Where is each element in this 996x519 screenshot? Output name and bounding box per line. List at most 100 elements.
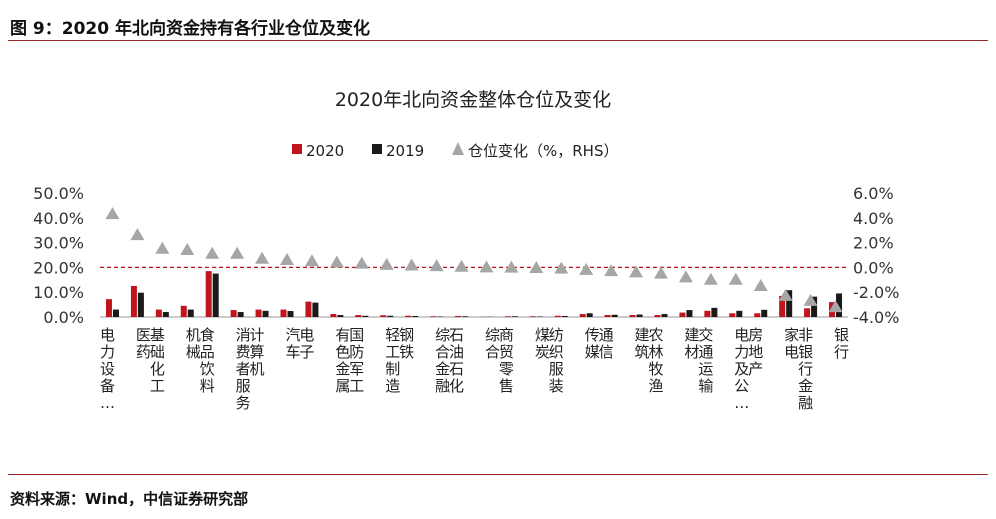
bar-2020 [105, 299, 112, 317]
bar-2019 [511, 316, 518, 317]
change-marker [205, 246, 220, 259]
bar-2019 [811, 296, 818, 317]
bar-2020 [330, 314, 337, 317]
category-label: 非银行金融 [798, 326, 813, 412]
change-marker [554, 261, 569, 274]
right-tick-label: 4.0% [853, 209, 894, 228]
bar-2020 [280, 309, 287, 317]
bar-2020 [729, 313, 736, 317]
bar-2020 [654, 315, 661, 317]
bar-2019 [711, 307, 718, 317]
change-marker [828, 300, 843, 313]
bar-2020 [504, 316, 511, 317]
left-tick-label: 40.0% [33, 209, 84, 228]
category-label: 电力及公… [734, 326, 749, 412]
bar-2020 [230, 310, 237, 317]
bar-2019 [761, 309, 768, 317]
left-tick-label: 50.0% [33, 184, 84, 203]
bar-2020 [130, 286, 137, 317]
legend-label-change: 仓位变化（%，RHS） [468, 142, 618, 160]
bar-2020 [629, 315, 636, 317]
bar-2020 [155, 309, 162, 317]
category-label: 纺织服装 [549, 326, 564, 395]
category-label: 石油石化 [449, 326, 464, 395]
bar-2020 [405, 315, 412, 317]
category-label: 建材 [684, 326, 699, 361]
category-label: 银行 [834, 326, 849, 361]
bar-2020 [554, 315, 561, 317]
category-label: 医药 [136, 326, 151, 361]
legend-label-2020: 2020 [306, 142, 344, 160]
category-label: 交通运输 [698, 326, 713, 395]
change-marker [180, 243, 195, 256]
change-marker [429, 259, 444, 272]
legend-swatch-2020 [292, 144, 302, 154]
bottom-rule [8, 474, 988, 475]
bar-2020 [305, 301, 312, 317]
change-marker [529, 261, 544, 274]
bar-2020 [180, 305, 187, 317]
bar-2019 [287, 311, 294, 317]
change-marker [230, 246, 245, 259]
category-label: 综合金融 [435, 326, 450, 395]
bar-2020 [679, 312, 686, 317]
left-tick-label: 20.0% [33, 258, 84, 277]
change-marker [354, 256, 369, 269]
change-marker [130, 228, 145, 241]
bar-2019 [387, 315, 394, 317]
category-label: 通信 [599, 326, 614, 361]
change-marker [105, 207, 120, 220]
bar-2020 [355, 315, 362, 317]
category-label: 建筑 [635, 326, 650, 361]
bar-2019 [212, 273, 219, 317]
legend-label-2019: 2019 [386, 142, 424, 160]
category-label: 有色金属 [335, 326, 350, 395]
bar-2019 [237, 312, 244, 317]
category-label: 煤炭 [535, 326, 550, 361]
bar-2019 [561, 316, 568, 317]
bar-2019 [586, 313, 593, 317]
top-rule [8, 40, 988, 41]
left-tick-label: 10.0% [33, 283, 84, 302]
figure-label: 图 9：2020 年北向资金持有各行业仓位及变化 [10, 19, 370, 39]
category-label: 农林牧渔 [648, 326, 663, 395]
bar-2019 [362, 315, 369, 317]
change-marker [629, 265, 644, 278]
bar-2020 [255, 309, 262, 317]
bar-2019 [611, 314, 618, 317]
category-label: 商贸零售 [499, 326, 514, 395]
category-label: 计算机 [250, 326, 265, 378]
change-marker [404, 258, 419, 271]
bar-2019 [636, 314, 643, 317]
bar-2019 [337, 315, 344, 317]
category-label: 轻工制造 [385, 326, 400, 395]
change-marker [280, 252, 294, 265]
left-tick-label: 0.0% [43, 308, 84, 327]
right-axis: 6.0% 4.0% 2.0% 0.0% -2.0% -4.0% [853, 184, 899, 327]
bar-2019 [661, 314, 668, 317]
change-marker [304, 254, 319, 267]
category-label: 房地产 [748, 326, 763, 378]
bar-2019 [686, 310, 693, 317]
bar-2020 [380, 315, 387, 317]
change-markers [105, 207, 843, 313]
change-marker [728, 272, 743, 285]
change-marker [329, 255, 344, 268]
change-marker [654, 266, 668, 279]
change-marker [379, 257, 394, 270]
category-label: 基础化工 [150, 326, 165, 395]
chart-title: 2020年北向资金整体仓位及变化 [335, 89, 611, 111]
bar-2019 [836, 293, 843, 317]
bar-2019 [187, 309, 194, 317]
bar-2019 [312, 302, 319, 317]
category-label: 综合 [485, 326, 500, 361]
legend-swatch-change [452, 142, 464, 155]
category-label: 电子 [299, 326, 314, 361]
category-label: 钢铁 [399, 326, 414, 361]
change-marker [778, 288, 793, 301]
bar-2020 [430, 316, 437, 317]
bar-2020 [455, 316, 462, 317]
left-tick-label: 30.0% [33, 234, 84, 253]
